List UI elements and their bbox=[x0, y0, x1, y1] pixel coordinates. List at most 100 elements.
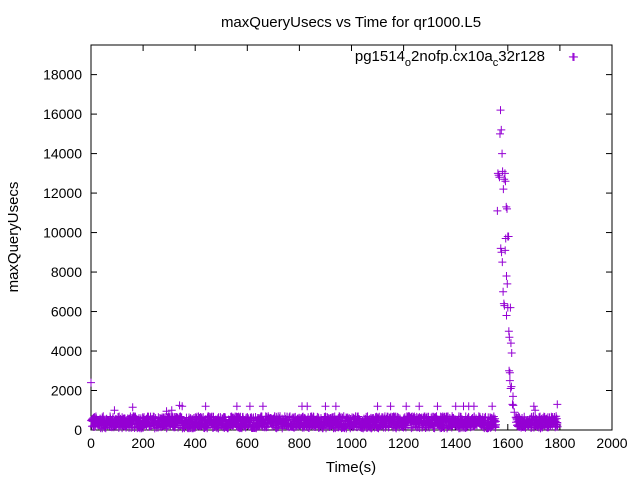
scatter-point bbox=[504, 232, 513, 241]
scatter-point bbox=[509, 401, 518, 410]
scatter-point bbox=[506, 339, 515, 348]
chart-title: maxQueryUsecs vs Time for qr1000.L5 bbox=[221, 14, 481, 31]
plot-area: 0 200 400 600 800 1000 1200 1400 1600 1800 2000 0 2… bbox=[43, 44, 628, 451]
scatter-point bbox=[553, 422, 562, 431]
scatter-point bbox=[321, 402, 330, 411]
legend-label-sub1: o bbox=[405, 57, 411, 69]
scatter-point bbox=[531, 406, 540, 415]
legend-label-base: pg1514 bbox=[355, 48, 405, 65]
scatter-point bbox=[506, 303, 515, 312]
scatter-point bbox=[499, 299, 508, 308]
x-tick-label: 1200 bbox=[388, 435, 419, 451]
legend: pg1514o2nofp.cx10ac32r128 bbox=[355, 48, 578, 69]
scatter-point bbox=[502, 272, 511, 280]
legend-label-mid: 2nofp.cx10a bbox=[411, 48, 493, 65]
x-tick-label: 200 bbox=[131, 435, 155, 451]
scatter-point bbox=[505, 366, 514, 375]
scatter-point bbox=[503, 279, 512, 288]
scatter-point bbox=[495, 129, 504, 138]
scatter-point bbox=[497, 248, 506, 257]
scatter-point bbox=[128, 403, 137, 412]
scatter-point bbox=[500, 169, 509, 178]
scatter-point bbox=[501, 246, 510, 255]
scatter-point bbox=[488, 402, 497, 411]
scatter-point bbox=[491, 420, 500, 429]
y-tick-label: 2000 bbox=[51, 383, 82, 399]
scatter-point bbox=[469, 402, 478, 411]
scatter-point bbox=[500, 301, 509, 310]
scatter-point bbox=[503, 204, 512, 213]
scatter-point bbox=[509, 392, 518, 401]
scatter-point bbox=[451, 402, 460, 411]
scatter-point bbox=[201, 402, 210, 411]
legend-label-tail: 32r128 bbox=[498, 48, 545, 65]
scatter-point bbox=[499, 287, 508, 296]
scatter-point bbox=[498, 149, 507, 158]
scatter-point bbox=[402, 402, 411, 411]
y-tick-label: 16000 bbox=[43, 106, 82, 122]
scatter-point bbox=[505, 368, 514, 377]
scatter-point bbox=[258, 402, 267, 411]
scatter-points bbox=[87, 52, 577, 433]
scatter-point bbox=[553, 400, 562, 409]
scatter-point bbox=[498, 258, 507, 267]
y-tick-label: 10000 bbox=[43, 225, 82, 241]
y-tick-label: 8000 bbox=[51, 264, 82, 280]
scatter-point bbox=[506, 384, 515, 393]
y-tick-label: 0 bbox=[74, 422, 82, 438]
x-tick-label: 1800 bbox=[544, 435, 575, 451]
scatter-point bbox=[245, 402, 254, 411]
legend-marker bbox=[570, 53, 578, 61]
x-tick-label: 1000 bbox=[336, 435, 367, 451]
x-tick-label: 1600 bbox=[492, 435, 523, 451]
scatter-point bbox=[520, 412, 529, 421]
scatter-point bbox=[505, 333, 514, 342]
scatter-point bbox=[496, 244, 505, 253]
x-tick-label: 600 bbox=[236, 435, 260, 451]
scatter-point bbox=[407, 424, 416, 433]
scatter-point bbox=[386, 402, 395, 411]
legend-label: pg1514o2nofp.cx10ac32r128 bbox=[355, 48, 545, 69]
scatter-point bbox=[504, 327, 513, 336]
y-tick-label: 6000 bbox=[51, 304, 82, 320]
scatter-point bbox=[502, 202, 511, 211]
x-axis-label: Time(s) bbox=[326, 459, 376, 476]
scatter-point bbox=[493, 169, 502, 178]
scatter-point bbox=[501, 177, 510, 186]
scatter-point bbox=[110, 406, 119, 415]
scatter-point bbox=[497, 125, 506, 134]
scatter-point bbox=[510, 408, 519, 417]
legend-label-sub2: c bbox=[493, 57, 499, 69]
y-axis-label: maxQueryUsecs bbox=[5, 182, 22, 293]
y-tick-label: 18000 bbox=[43, 67, 82, 83]
scatter-point bbox=[505, 376, 514, 385]
scatter-point bbox=[507, 349, 516, 357]
scatter-point bbox=[500, 175, 509, 184]
scatter-point bbox=[433, 402, 442, 411]
legend-marker-point bbox=[570, 53, 578, 61]
scatter-point bbox=[496, 106, 505, 115]
scatter-point bbox=[502, 311, 511, 320]
x-tick-label: 0 bbox=[87, 435, 95, 451]
y-tick-label: 12000 bbox=[43, 185, 82, 201]
x-tick-label: 800 bbox=[288, 435, 312, 451]
scatter-point bbox=[544, 422, 553, 431]
y-tick-label: 14000 bbox=[43, 146, 82, 162]
scatter-point bbox=[499, 185, 508, 194]
scatter-point bbox=[494, 171, 503, 180]
scatter-point bbox=[508, 400, 517, 409]
scatter-point bbox=[507, 382, 516, 391]
y-tick-label: 4000 bbox=[51, 343, 82, 359]
y-axis: 0 2000 4000 6000 8000 10000 12000 14000 16000 180… bbox=[43, 67, 612, 438]
plot-frame bbox=[90, 44, 613, 431]
scatter-point bbox=[415, 402, 424, 411]
scatter-point bbox=[331, 402, 340, 411]
scatter-point bbox=[529, 402, 538, 411]
scatter-point bbox=[373, 402, 382, 411]
scatter-point bbox=[303, 402, 312, 411]
scatter-point bbox=[493, 206, 502, 215]
scatter-point bbox=[162, 407, 171, 416]
scatter-point bbox=[495, 173, 504, 182]
scatter-point bbox=[443, 412, 452, 421]
